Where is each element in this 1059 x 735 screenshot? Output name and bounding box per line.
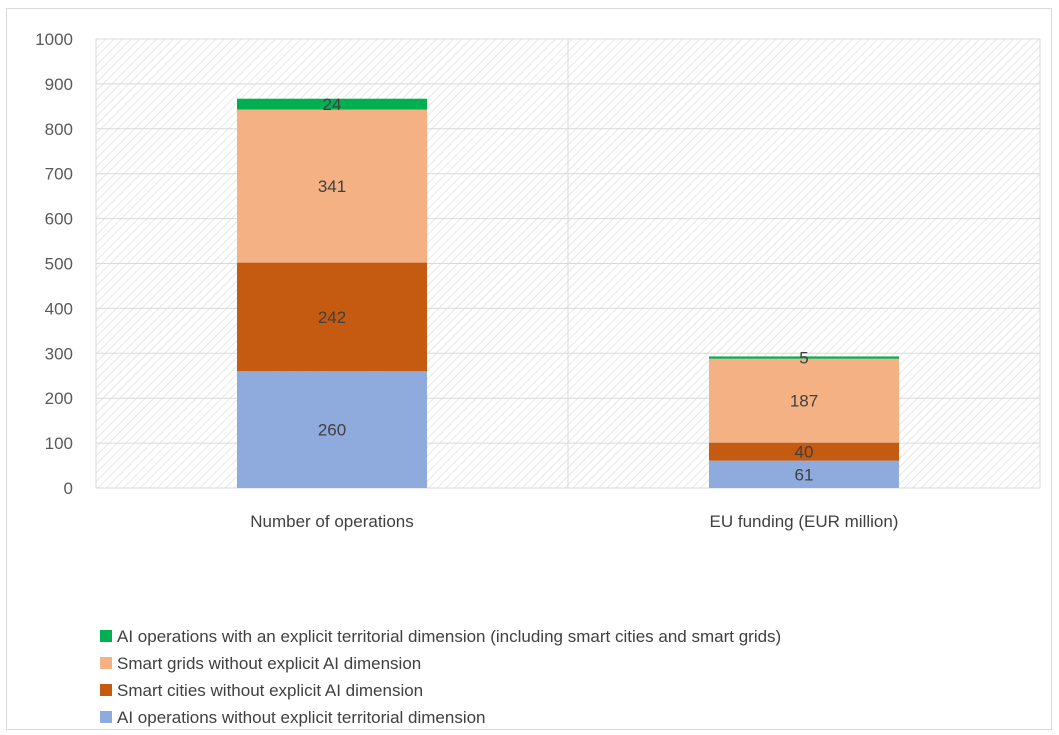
- y-tick-label: 300: [45, 344, 73, 363]
- y-tick-label: 100: [45, 434, 73, 453]
- bar-segment: [709, 442, 899, 461]
- y-tick-label: 500: [45, 255, 73, 274]
- y-tick-label: 400: [45, 299, 73, 318]
- data-label: 242: [318, 308, 346, 327]
- bar-segment: [709, 356, 899, 359]
- data-label: 187: [790, 392, 818, 411]
- bar-segment: [237, 262, 427, 372]
- bar-segment: [709, 358, 899, 443]
- y-tick-label: 600: [45, 210, 73, 229]
- data-label: 260: [318, 421, 346, 440]
- data-labels: 260 242 341 24 61 40 187 5: [318, 95, 818, 484]
- bar-segment: [237, 98, 427, 110]
- bar-segment: [709, 460, 899, 488]
- y-tick-label: 1000: [35, 30, 73, 49]
- y-tick-label: 700: [45, 165, 73, 184]
- bar-segment: [237, 109, 427, 263]
- bars: [237, 98, 899, 488]
- legend-swatch: [100, 630, 112, 642]
- y-tick-label: 900: [45, 75, 73, 94]
- data-label: 341: [318, 177, 346, 196]
- data-label: 40: [795, 443, 814, 462]
- chart-frame: [6, 8, 1052, 730]
- y-axis: 0 100 200 300 400 500 600 700 800 900 1000: [35, 30, 73, 498]
- y-tick-label: 800: [45, 120, 73, 139]
- legend-label: AI operations with an explicit territori…: [117, 627, 781, 646]
- legend-swatch: [100, 711, 112, 723]
- legend-label: AI operations without explicit territori…: [117, 708, 486, 727]
- legend-swatch: [100, 684, 112, 696]
- y-tick-label: 200: [45, 389, 73, 408]
- bar-segment: [237, 371, 427, 488]
- data-label: 61: [795, 465, 814, 484]
- x-category-label: EU funding (EUR million): [710, 512, 899, 531]
- legend-label: Smart grids without explicit AI dimensio…: [117, 654, 421, 673]
- x-axis: Number of operations EU funding (EUR mill…: [250, 512, 898, 531]
- y-tick-label: 0: [64, 479, 73, 498]
- legend-label: Smart cities without explicit AI dimensi…: [117, 681, 423, 700]
- data-label: 5: [799, 349, 808, 368]
- data-label: 24: [323, 95, 342, 114]
- x-category-label: Number of operations: [250, 512, 413, 531]
- legend-swatch: [100, 657, 112, 669]
- legend: AI operations with an explicit territori…: [100, 627, 781, 727]
